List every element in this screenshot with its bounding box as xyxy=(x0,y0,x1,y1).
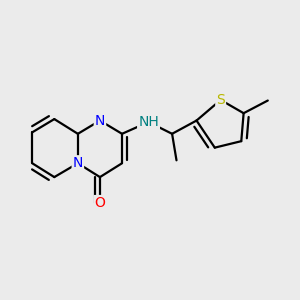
Text: O: O xyxy=(94,196,105,210)
Text: NH: NH xyxy=(138,115,159,129)
Text: S: S xyxy=(216,93,225,107)
Text: N: N xyxy=(73,156,83,170)
Text: N: N xyxy=(95,114,105,128)
